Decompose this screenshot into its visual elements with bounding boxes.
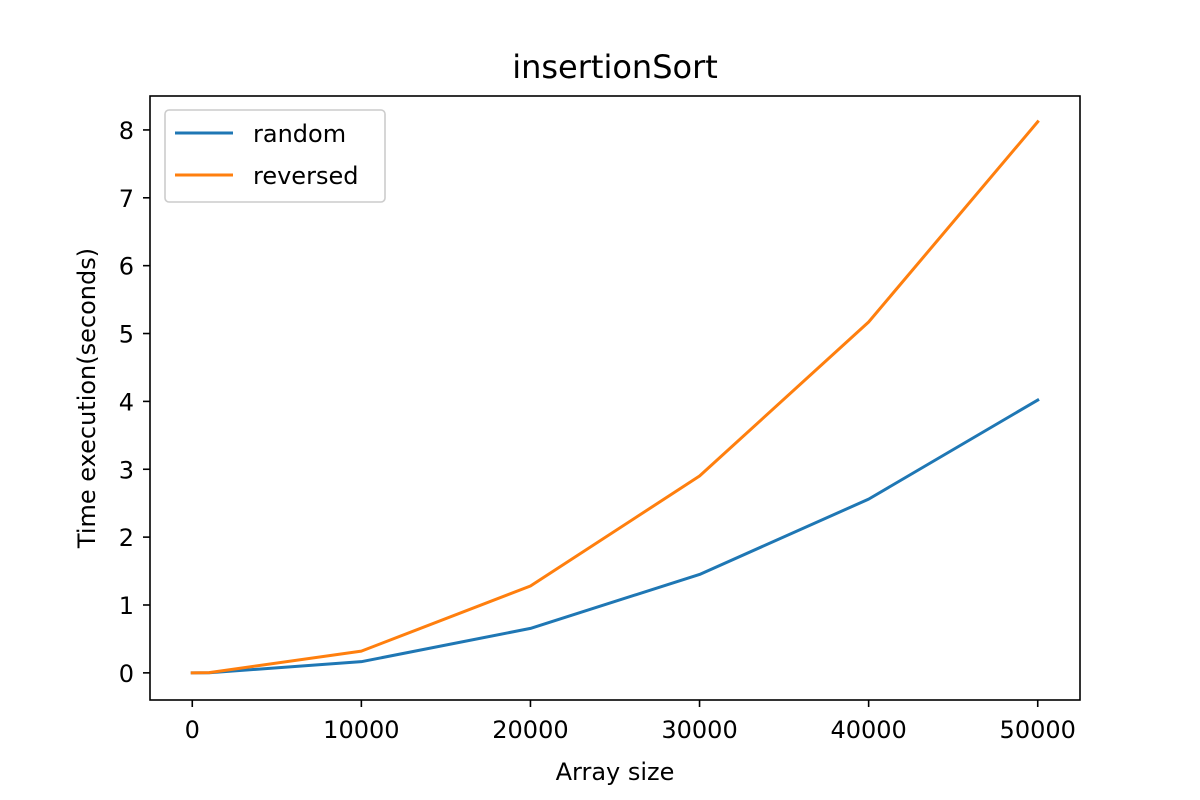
series-line-reversed: [190, 119, 1040, 675]
y-tick-label: 1: [119, 592, 134, 620]
y-axis-label: Time execution(seconds): [73, 248, 101, 549]
x-axis-label: Array size: [556, 758, 675, 786]
plot-frame: [149, 95, 1081, 701]
legend-label-random: random: [253, 120, 346, 148]
x-tick-label: 20000: [492, 716, 568, 744]
x-tick-label: 40000: [830, 716, 906, 744]
legend-label-reversed: reversed: [253, 162, 358, 190]
x-tick-label: 30000: [661, 716, 737, 744]
y-tick-label: 2: [119, 524, 134, 552]
y-tick-label: 8: [119, 117, 134, 145]
x-tick-label: 0: [185, 716, 200, 744]
y-tick-label: 6: [119, 253, 134, 281]
y-tick-label: 5: [119, 321, 134, 349]
x-tick-label: 10000: [323, 716, 399, 744]
y-tick-label: 0: [119, 660, 134, 688]
y-axis: 0 1 2 3 4 5 6 7 8: [119, 117, 150, 688]
chart-title: insertionSort: [512, 48, 718, 86]
x-tick-label: 50000: [1000, 716, 1076, 744]
y-tick-label: 7: [119, 185, 134, 213]
legend: random reversed: [164, 109, 386, 203]
x-axis: 0 10000 20000 30000 40000 50000: [185, 700, 1076, 744]
plot-area: [190, 119, 1040, 675]
y-tick-label: 3: [119, 456, 134, 484]
y-tick-label: 4: [119, 388, 134, 416]
